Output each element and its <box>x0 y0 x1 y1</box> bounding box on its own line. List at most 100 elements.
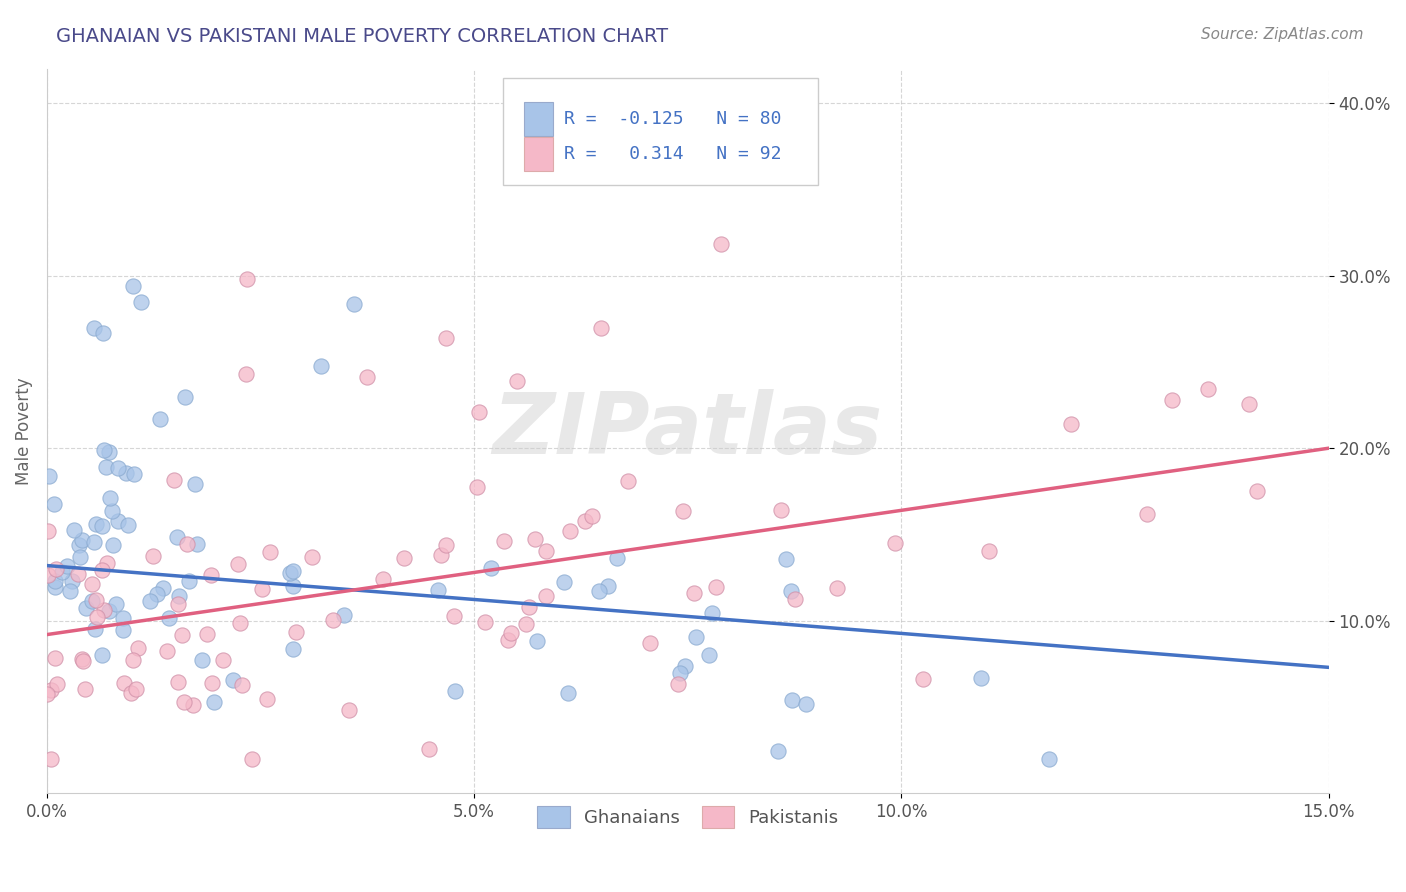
Point <box>1160 392 1182 407</box>
Point <box>710 236 733 251</box>
Point <box>70 533 93 547</box>
Point <box>200 567 222 582</box>
Point <box>212 653 235 667</box>
Point <box>683 586 706 600</box>
Point <box>434 331 457 345</box>
Point <box>468 405 491 419</box>
Point <box>911 672 934 686</box>
Point <box>474 615 496 630</box>
Point <box>240 752 263 766</box>
Point <box>156 644 179 658</box>
Point <box>581 509 603 524</box>
Point <box>685 630 707 644</box>
Point <box>222 673 245 688</box>
Point <box>96 556 118 570</box>
Point <box>606 550 628 565</box>
Point <box>86 610 108 624</box>
Point <box>228 557 250 571</box>
Point <box>129 295 152 310</box>
Point <box>775 551 797 566</box>
Point <box>322 613 344 627</box>
Point <box>278 566 301 580</box>
Point <box>103 538 125 552</box>
Point <box>479 560 502 574</box>
Point <box>39 752 62 766</box>
Point <box>145 587 167 601</box>
Point <box>166 530 188 544</box>
Point <box>515 617 537 632</box>
Point <box>779 584 801 599</box>
Point <box>112 676 135 690</box>
Point <box>98 491 121 505</box>
Point <box>201 676 224 690</box>
Point <box>59 584 82 599</box>
Point <box>62 523 84 537</box>
Point <box>536 589 558 603</box>
Point <box>1135 507 1157 521</box>
Point <box>172 628 194 642</box>
Point <box>465 480 488 494</box>
Point <box>1197 382 1219 396</box>
Text: R =   0.314   N = 92: R = 0.314 N = 92 <box>564 145 782 163</box>
Point <box>56 558 79 573</box>
Text: R =  -0.125   N = 80: R = -0.125 N = 80 <box>564 111 782 128</box>
Point <box>157 611 180 625</box>
Point <box>51 565 73 579</box>
Point <box>90 563 112 577</box>
Point <box>117 518 139 533</box>
Point <box>281 564 304 578</box>
Point <box>501 625 523 640</box>
Point <box>640 636 662 650</box>
Point <box>1246 484 1268 499</box>
Point <box>179 574 201 588</box>
Point <box>825 582 848 596</box>
Point <box>139 594 162 608</box>
Point <box>418 742 440 756</box>
Point <box>588 583 610 598</box>
Point <box>228 615 250 630</box>
Point <box>883 535 905 549</box>
Point <box>519 599 541 614</box>
Point <box>506 374 529 388</box>
Text: GHANAIAN VS PAKISTANI MALE POVERTY CORRELATION CHART: GHANAIAN VS PAKISTANI MALE POVERTY CORRE… <box>56 27 668 45</box>
Point <box>163 473 186 487</box>
Legend: Ghanaians, Pakistanis: Ghanaians, Pakistanis <box>530 798 846 835</box>
Point <box>534 544 557 558</box>
Point <box>84 517 107 532</box>
Point <box>46 676 69 690</box>
Point <box>672 504 695 518</box>
Point <box>202 695 225 709</box>
Point <box>67 566 90 581</box>
Point <box>142 549 165 563</box>
Point <box>666 677 689 691</box>
Point <box>430 548 453 562</box>
Point <box>235 368 257 382</box>
Point <box>443 609 465 624</box>
Point <box>794 698 817 712</box>
Point <box>75 601 97 615</box>
Point <box>167 674 190 689</box>
Point <box>149 411 172 425</box>
Point <box>100 504 122 518</box>
Point <box>37 568 59 582</box>
Point <box>83 622 105 636</box>
Point <box>285 624 308 639</box>
Point <box>339 703 361 717</box>
Point <box>97 604 120 618</box>
Point <box>167 589 190 603</box>
Point <box>115 466 138 480</box>
Point <box>598 579 620 593</box>
Point <box>557 686 579 700</box>
Point <box>44 562 66 576</box>
Point <box>174 390 197 404</box>
Point <box>281 579 304 593</box>
Point <box>90 648 112 662</box>
Point <box>122 279 145 293</box>
Point <box>186 537 208 551</box>
Point <box>768 744 790 758</box>
Point <box>125 681 148 696</box>
Point <box>184 476 207 491</box>
Point <box>93 603 115 617</box>
Text: ZIPatlas: ZIPatlas <box>492 390 883 473</box>
Point <box>195 627 218 641</box>
